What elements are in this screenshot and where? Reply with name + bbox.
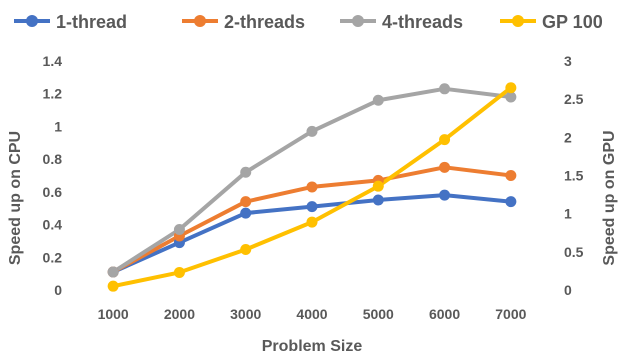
data-point-4-threads	[173, 223, 185, 235]
data-point-1-thread	[240, 207, 252, 219]
y-left-tick-label: 0.4	[43, 217, 63, 233]
y-left-tick-label: 1.2	[43, 86, 63, 102]
y-axis-right-title: Speed up on GPU	[601, 130, 618, 265]
data-point-2-threads	[306, 181, 318, 193]
x-tick-label: 3000	[230, 306, 261, 322]
y-axis-left-ticks: 0 0.2 0.4 0.6 0.8 1 1.2 1.4	[43, 53, 63, 298]
x-tick-label: 7000	[495, 306, 526, 322]
data-point-1-thread	[505, 196, 517, 208]
y-right-tick-label: 3	[564, 53, 572, 69]
data-point-4-threads	[439, 83, 451, 95]
y-right-tick-label: 2	[564, 129, 572, 145]
data-point-gp-100	[107, 280, 119, 292]
y-right-tick-label: 2.5	[564, 91, 584, 107]
x-axis-title: Problem Size	[262, 338, 363, 355]
data-point-4-threads	[505, 91, 517, 103]
data-point-2-threads	[505, 170, 517, 181]
legend-item-4-threads: 4-threads	[340, 12, 463, 32]
legend-label-1-thread: 1-thread	[56, 12, 127, 32]
y-right-tick-label: 1	[564, 206, 572, 222]
legend-marker-2-threads	[194, 15, 206, 27]
y-left-tick-label: 0.2	[43, 249, 63, 265]
data-point-gp-100	[240, 244, 252, 256]
legend-label-4-threads: 4-threads	[382, 12, 463, 32]
legend-marker-4-threads	[352, 15, 364, 27]
x-tick-label: 5000	[363, 306, 394, 322]
data-point-gp-100	[306, 216, 318, 228]
data-point-gp-100	[173, 266, 185, 278]
y-left-tick-label: 0.8	[43, 151, 63, 167]
x-tick-label: 4000	[296, 306, 327, 322]
y-right-tick-label: 0	[564, 282, 572, 298]
y-right-tick-label: 0.5	[564, 244, 584, 260]
y-left-tick-label: 0.6	[43, 184, 63, 200]
legend-label-2-threads: 2-threads	[224, 12, 305, 32]
data-point-4-threads	[107, 266, 119, 278]
y-left-tick-label: 0	[54, 282, 62, 298]
y-axis-left-title: Speed up on CPU	[7, 131, 24, 265]
data-point-1-thread	[439, 189, 451, 201]
data-point-gp-100	[439, 134, 451, 146]
x-tick-label: 2000	[164, 306, 195, 322]
legend-item-1-thread: 1-thread	[14, 12, 127, 32]
data-point-1-thread	[306, 201, 318, 213]
x-tick-label: 6000	[429, 306, 460, 322]
y-left-tick-label: 1.4	[43, 53, 63, 69]
legend-marker-1-thread	[26, 15, 38, 27]
data-point-gp-100	[505, 82, 517, 94]
x-tick-label: 1000	[98, 306, 129, 322]
legend-label-gp-100: GP 100	[542, 12, 603, 32]
data-point-4-threads	[372, 94, 384, 106]
data-point-4-threads	[240, 166, 252, 178]
data-point-2-threads	[439, 161, 451, 173]
legend-marker-gp-100	[512, 15, 524, 27]
legend-item-2-threads: 2-threads	[182, 12, 305, 32]
data-point-1-thread	[372, 194, 384, 206]
y-right-tick-label: 1.5	[564, 168, 584, 184]
legend: 1-thread 2-threads 4-threads GP 100	[14, 12, 603, 32]
data-point-2-threads	[240, 196, 252, 208]
y-left-tick-label: 1	[54, 118, 62, 134]
data-point-gp-100	[372, 180, 384, 192]
legend-item-gp-100: GP 100	[500, 12, 603, 32]
x-axis-ticks: 1000 2000 3000 4000 5000 6000 7000	[98, 306, 527, 322]
data-point-4-threads	[306, 125, 318, 137]
y-axis-right-ticks: 0 0.5 1 1.5 2 2.5 3	[564, 53, 584, 298]
series-points	[107, 82, 517, 292]
